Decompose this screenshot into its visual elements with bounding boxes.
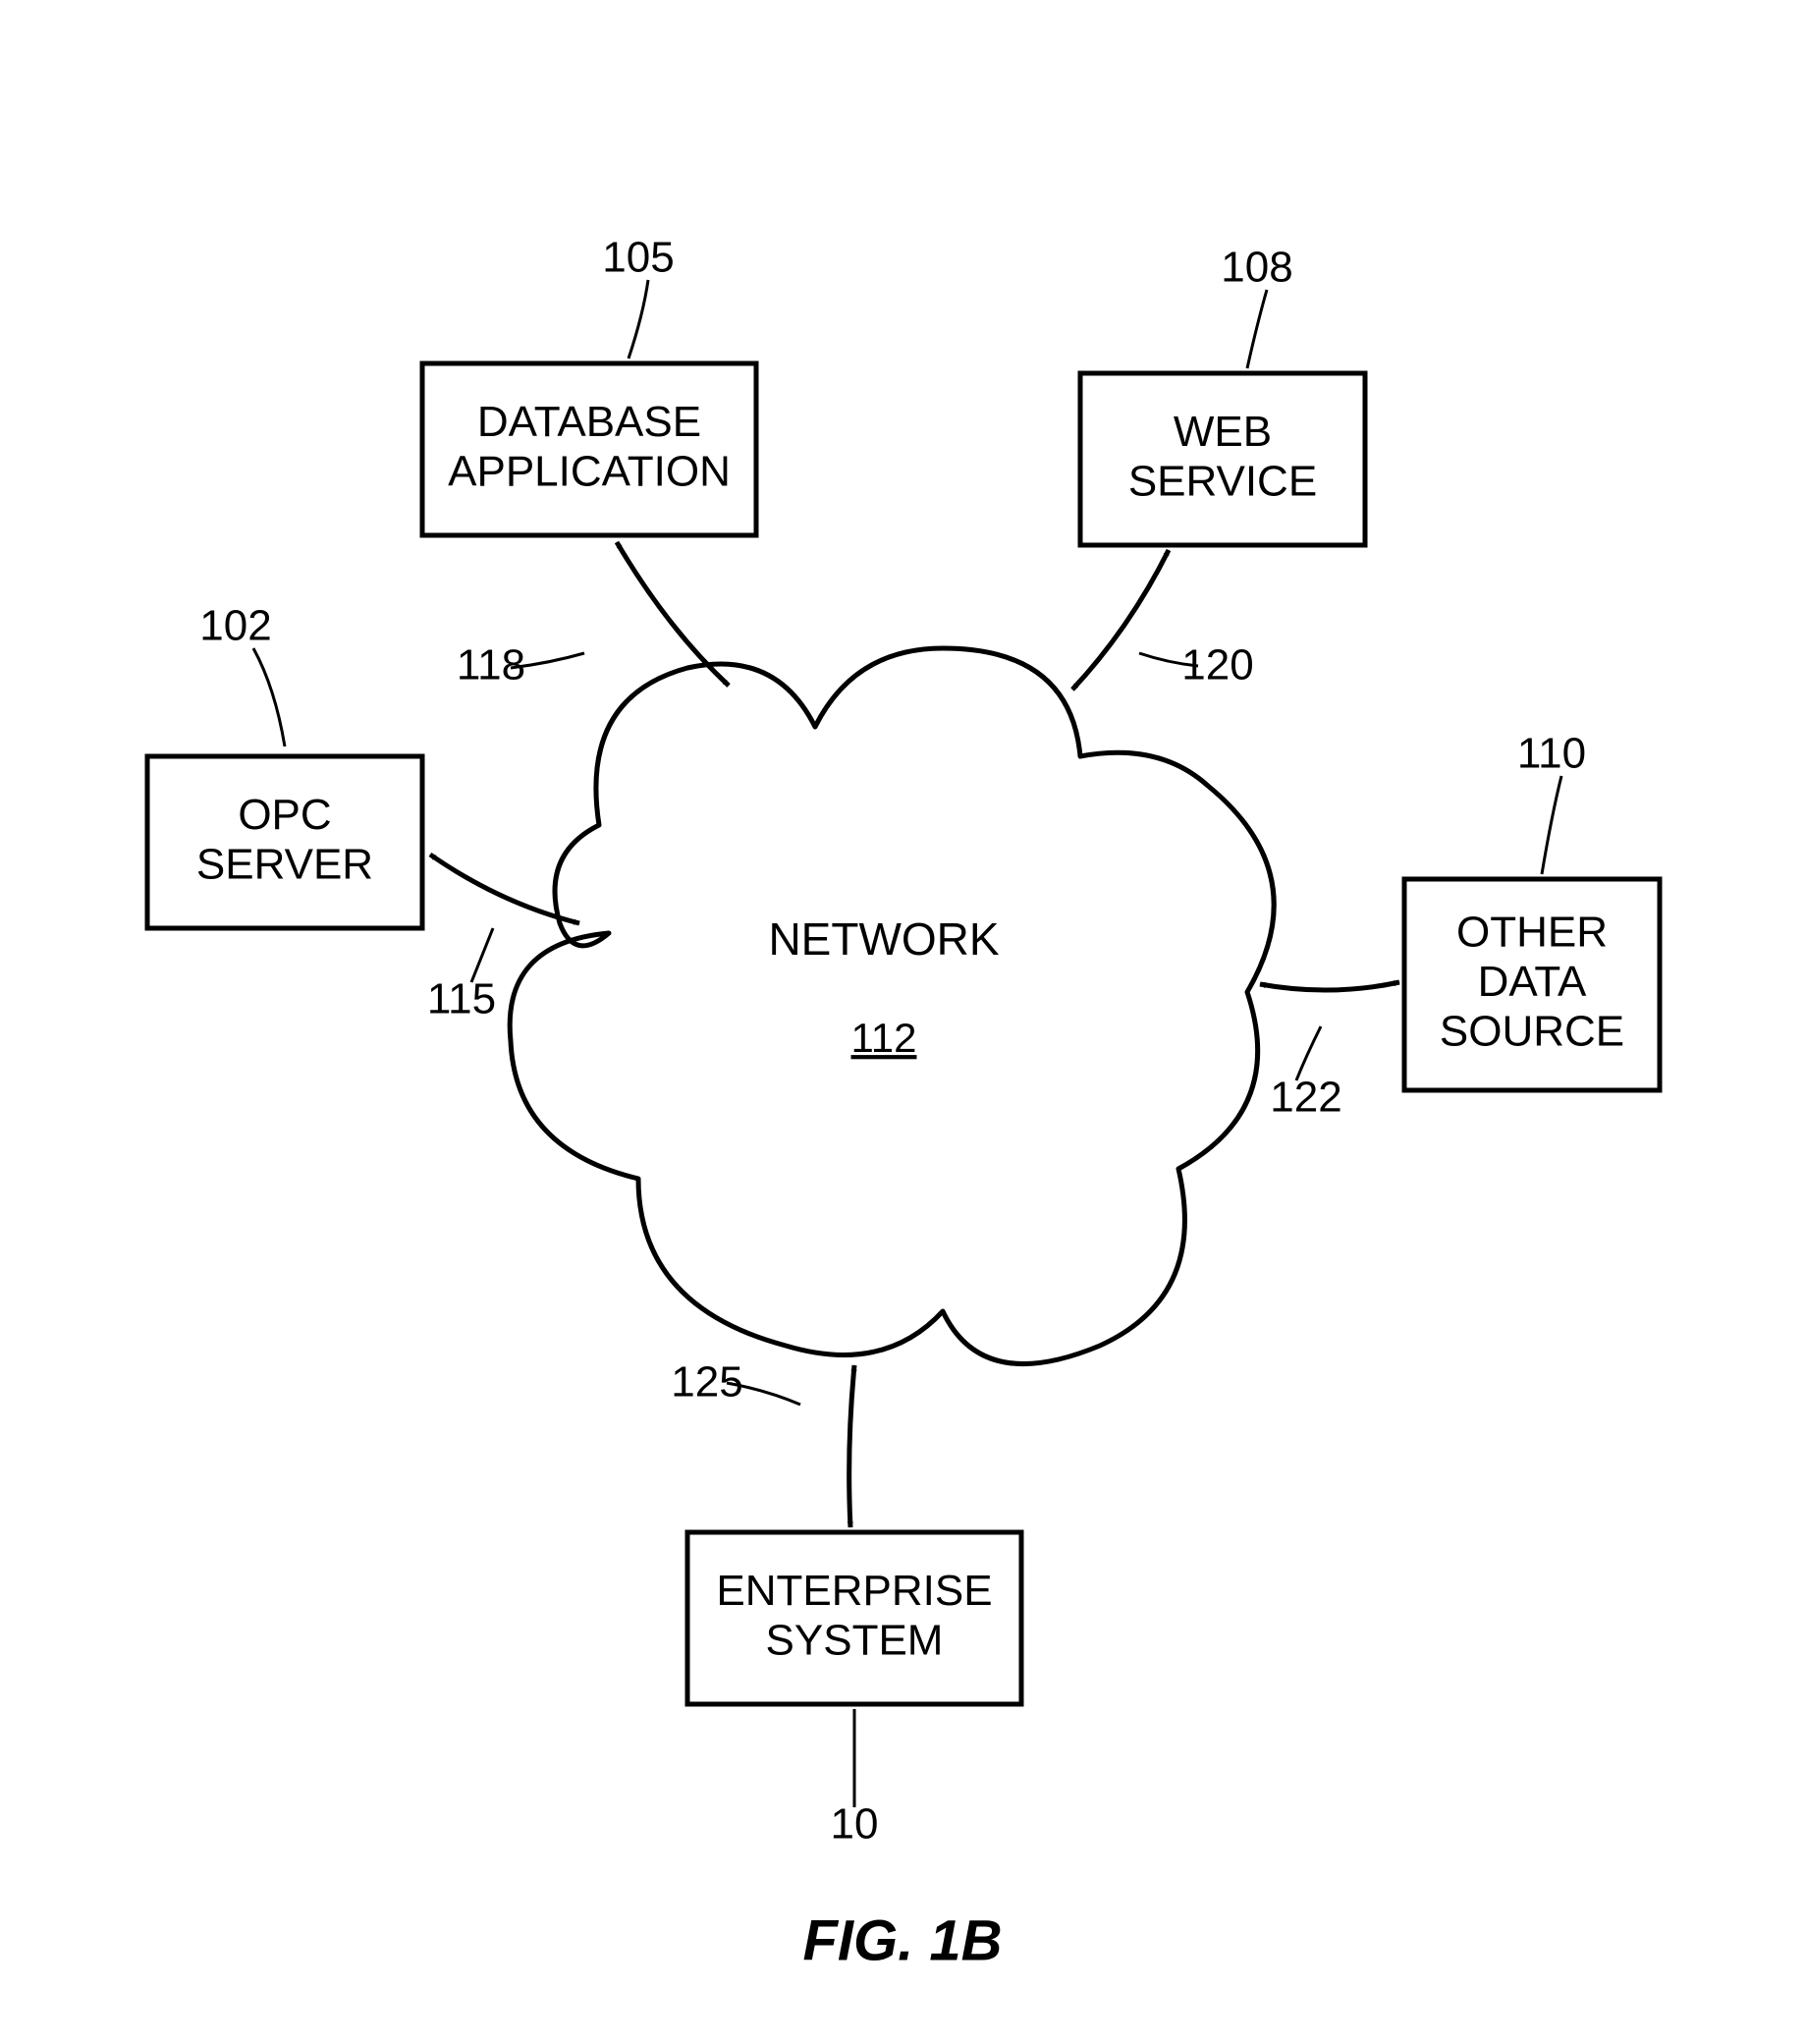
db-label-0: DATABASE (477, 398, 701, 446)
figure-label: FIG. 1B (802, 1908, 1002, 1972)
web-label-1: SERVICE (1128, 457, 1317, 505)
network-title: NETWORK (768, 913, 999, 965)
other-label-2: SOURCE (1440, 1008, 1624, 1056)
enterprise-label-0: ENTERPRISE (716, 1567, 992, 1615)
opc-ref: 102 (199, 602, 271, 650)
network-ref: 112 (851, 1015, 917, 1061)
other-ref: 110 (1517, 730, 1586, 778)
db-label-1: APPLICATION (448, 447, 731, 495)
connector-ref-c122: 122 (1270, 1074, 1341, 1122)
connector-ref-c115: 115 (427, 975, 496, 1023)
other-label-1: DATA (1478, 958, 1587, 1006)
diagram-canvas: NETWORK 112 OPCSERVER 102 DATABASEAPPLICATIO… (0, 0, 1805, 2044)
other-label-0: OTHER (1456, 909, 1608, 957)
connector-ref-c125: 125 (671, 1358, 742, 1407)
web-ref: 108 (1221, 244, 1292, 292)
web-label-0: WEB (1174, 408, 1272, 456)
connector-ref-c118: 118 (457, 641, 525, 690)
opc-label-0: OPC (238, 791, 331, 839)
enterprise-label-1: SYSTEM (766, 1616, 944, 1664)
opc-label-1: SERVER (196, 840, 373, 888)
db-ref: 105 (602, 234, 674, 282)
